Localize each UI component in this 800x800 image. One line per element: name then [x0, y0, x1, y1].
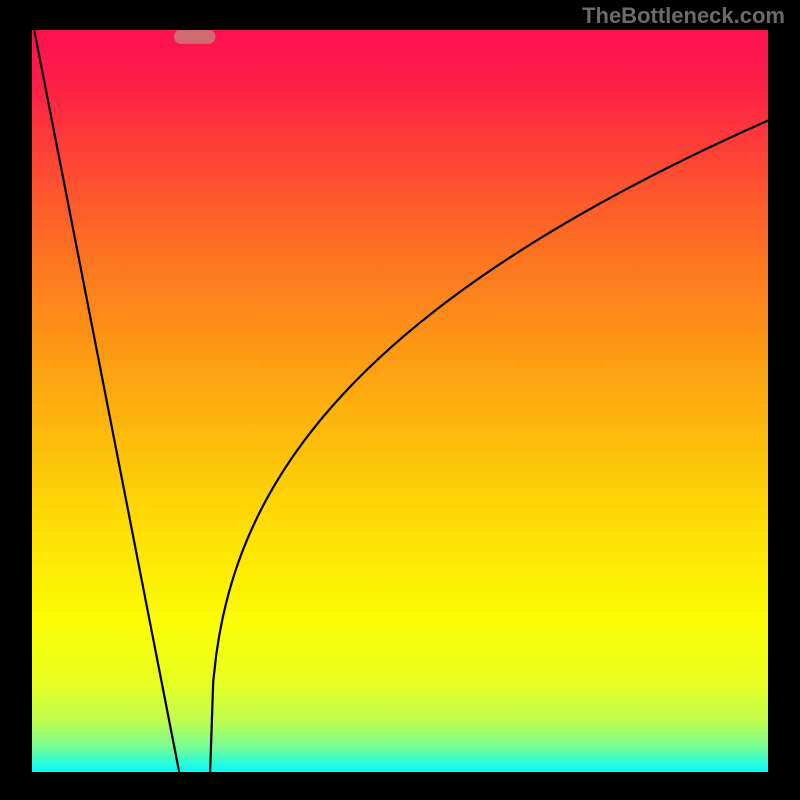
watermark-text: TheBottleneck.com — [582, 3, 785, 29]
optimal-marker — [174, 30, 214, 43]
bottleneck-chart — [32, 30, 768, 772]
gradient-background — [32, 30, 768, 772]
chart-container: TheBottleneck.com — [0, 0, 800, 800]
